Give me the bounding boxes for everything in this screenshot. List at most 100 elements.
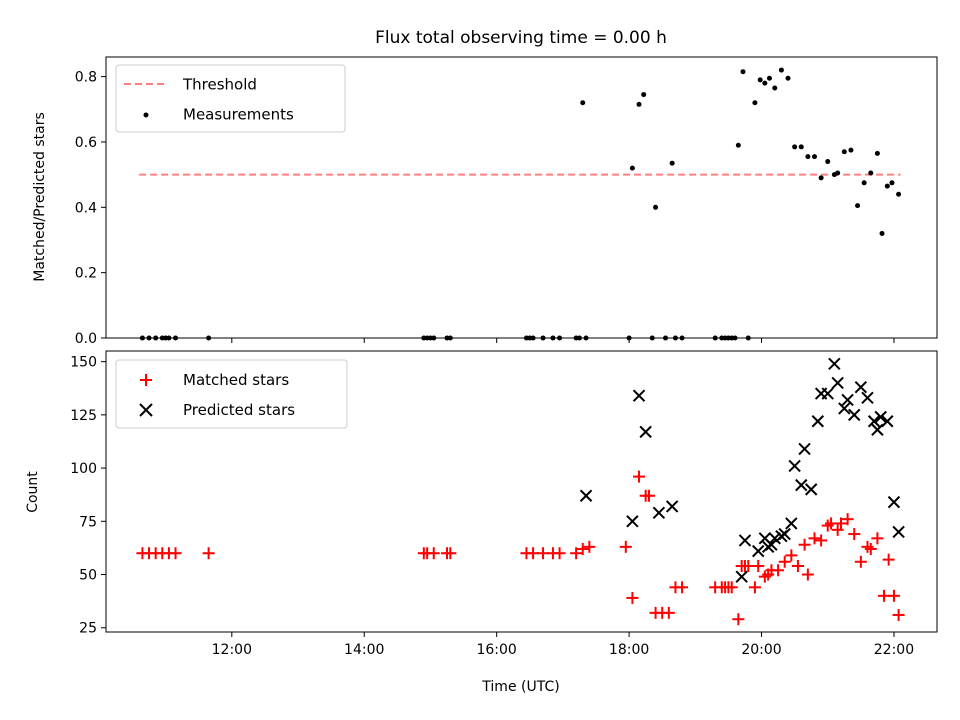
y-axis-counts: 25 50 75 100 125 150 [70, 355, 106, 637]
measurement-point [879, 230, 885, 236]
measurement-point [530, 335, 536, 341]
predicted-star-point [765, 538, 778, 551]
measurement-point [884, 183, 890, 189]
predicted-star-point [828, 357, 841, 370]
measurement-point [166, 335, 172, 341]
matched-star-point [642, 489, 655, 502]
plot-area-counts [105, 350, 938, 633]
matched-star-point [798, 538, 811, 551]
y-tick-label: 75 [79, 514, 97, 530]
measurement-point [583, 335, 589, 341]
y-tick-label: 0.6 [75, 135, 97, 151]
matched-star-point [778, 555, 791, 568]
x-axis-label: Time (UTC) [481, 679, 559, 695]
x-tick-label: 22:00 [874, 642, 914, 658]
predicted-star-point [811, 415, 825, 428]
matched-star-point [882, 553, 895, 566]
y-tick-label: 0.2 [75, 266, 97, 282]
predicted-star-point [579, 489, 593, 502]
measurement-point [757, 77, 763, 83]
predicted-star-point [874, 410, 887, 424]
y-axis-ratio: 0.0 0.2 0.4 0.6 0.8 [75, 70, 106, 347]
measurement-point [576, 335, 582, 341]
measurement-point [841, 149, 847, 155]
predicted-star-point [788, 459, 801, 473]
matched-star-point [831, 523, 844, 536]
predicted-star-point [887, 495, 901, 509]
chart-title: Flux total observing time = 0.00 h [375, 28, 667, 48]
y-axis-label-ratio: Matched/Predicted stars [32, 112, 48, 282]
measurement-point [447, 335, 453, 341]
measurement-point [139, 335, 145, 341]
predicted-star-point [738, 534, 752, 547]
predicted-star-point [798, 442, 811, 456]
x-axis-ratio [231, 338, 895, 343]
measurement-point [889, 180, 895, 186]
legend-matched-label: Matched stars [183, 371, 289, 389]
matched-star-point [841, 513, 854, 526]
measurement-point [848, 147, 854, 153]
measurement-point [580, 100, 586, 106]
predicted-star-point [871, 423, 884, 436]
measurement-point [636, 101, 642, 107]
measurement-point [772, 85, 778, 91]
measurement-point [766, 75, 772, 81]
predicted-star-point [841, 393, 854, 407]
measurement-point [762, 80, 768, 86]
matched-star-point [785, 549, 798, 562]
legend-predicted-swatch [139, 403, 153, 417]
measurement-point [669, 160, 675, 166]
matched-star-point [553, 547, 566, 560]
predicted-star-point [652, 506, 666, 519]
measurement-point [868, 170, 874, 176]
predicted-star-point [821, 387, 834, 400]
predicted-star-point [804, 483, 818, 496]
legend-counts: Matched stars Predicted stars [115, 359, 348, 429]
matched-star-point [808, 532, 821, 545]
measurement-point [735, 142, 741, 148]
measurement-point [805, 154, 811, 160]
y-tick-label: 150 [70, 355, 97, 371]
predicted-star-point [778, 527, 791, 541]
x-tick-label: 18:00 [609, 642, 649, 658]
matched-star-point [427, 547, 440, 560]
matched-star-point [633, 470, 646, 483]
matched-star-point [725, 581, 738, 594]
matched-star-point [169, 547, 182, 560]
panel-ratio: 0.00.20.40.60.8 Matched/Predicted stars … [32, 56, 938, 347]
measurement-point [745, 335, 751, 341]
legend-threshold-label: Threshold [182, 76, 257, 94]
matched-star-point [583, 540, 596, 553]
measurement-point [825, 159, 831, 165]
predicted-star-point [861, 391, 874, 405]
matched-star-point [892, 608, 905, 621]
measurement-point [752, 100, 758, 106]
measurement-point [855, 203, 861, 209]
measurement-point [861, 180, 867, 186]
measurement-point [649, 335, 655, 341]
series-area-ratio [139, 67, 902, 341]
predicted-star-point [768, 532, 781, 545]
measurement-point [896, 191, 902, 197]
measurement-point [206, 335, 212, 341]
predicted-star-point [735, 570, 748, 583]
matched-star-point [871, 532, 884, 545]
y-axis-label-counts: Count [25, 471, 41, 513]
series-area-counts [136, 357, 905, 626]
matched-star-point [887, 589, 900, 602]
panel-counts: 25 50 75 100 125 150 12:00 14:00 16:00 18:00 20:0… [25, 350, 938, 658]
measurement-point [653, 204, 659, 210]
measurement-point [874, 150, 880, 156]
matched-star-point [752, 560, 765, 573]
predicted-star-point [831, 376, 844, 390]
predicted-star-point [867, 415, 881, 428]
x-axis-counts: 12:00 14:00 16:00 18:00 20:00 22:00 [212, 632, 914, 658]
measurement-point [629, 165, 635, 171]
matched-star-point [772, 564, 785, 577]
legend-measurements-label: Measurements [183, 106, 294, 124]
measurement-point [812, 154, 818, 160]
measurement-point [798, 144, 804, 150]
predicted-star-point [752, 544, 765, 558]
predicted-star-point [626, 515, 639, 528]
